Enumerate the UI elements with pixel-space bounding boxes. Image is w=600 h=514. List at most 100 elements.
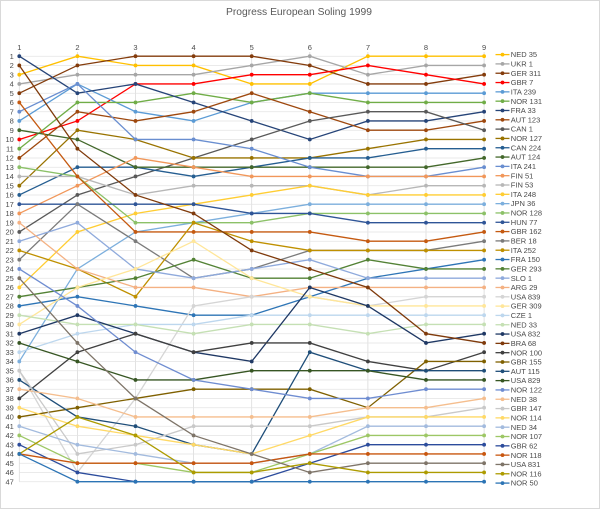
svg-text:21: 21 <box>5 237 13 246</box>
svg-text:SLO 1: SLO 1 <box>511 274 532 283</box>
svg-text:USA 829: USA 829 <box>511 376 541 385</box>
svg-text:38: 38 <box>5 394 13 403</box>
svg-text:39: 39 <box>5 403 13 412</box>
svg-text:5: 5 <box>250 43 254 52</box>
svg-text:USA 839: USA 839 <box>511 292 541 301</box>
svg-text:CAN 1: CAN 1 <box>511 125 533 134</box>
svg-text:ITA 241: ITA 241 <box>511 162 536 171</box>
svg-text:3: 3 <box>133 43 137 52</box>
svg-text:GER 293: GER 293 <box>511 264 542 273</box>
svg-text:27: 27 <box>5 292 13 301</box>
svg-text:FRA 33: FRA 33 <box>511 106 536 115</box>
svg-text:NED 35: NED 35 <box>511 50 537 59</box>
svg-text:9: 9 <box>10 126 14 135</box>
svg-text:NOR 107: NOR 107 <box>511 432 542 441</box>
svg-text:31: 31 <box>5 329 13 338</box>
svg-text:CZE 1: CZE 1 <box>511 311 532 320</box>
svg-text:35: 35 <box>5 366 13 375</box>
svg-text:ARG 29: ARG 29 <box>511 283 538 292</box>
svg-text:36: 36 <box>5 376 13 385</box>
svg-text:46: 46 <box>5 468 13 477</box>
svg-text:AUT 115: AUT 115 <box>511 367 540 376</box>
svg-text:GBR 147: GBR 147 <box>511 404 542 413</box>
svg-text:10: 10 <box>5 135 13 144</box>
svg-text:9: 9 <box>482 43 486 52</box>
svg-text:47: 47 <box>5 477 13 486</box>
svg-text:NOR 131: NOR 131 <box>511 97 542 106</box>
svg-text:8: 8 <box>424 43 428 52</box>
svg-text:13: 13 <box>5 163 13 172</box>
svg-text:22: 22 <box>5 246 13 255</box>
svg-text:6: 6 <box>10 98 14 107</box>
svg-text:30: 30 <box>5 320 13 329</box>
svg-text:GBR 62: GBR 62 <box>511 441 538 450</box>
svg-text:15: 15 <box>5 181 13 190</box>
svg-text:GBR 155: GBR 155 <box>511 358 542 367</box>
svg-text:AUT 124: AUT 124 <box>511 153 540 162</box>
svg-text:4: 4 <box>192 43 196 52</box>
svg-text:45: 45 <box>5 459 13 468</box>
svg-text:BRA 68: BRA 68 <box>511 339 536 348</box>
svg-text:ITA 252: ITA 252 <box>511 246 536 255</box>
svg-text:UKR 1: UKR 1 <box>511 60 533 69</box>
svg-text:ITA 239: ITA 239 <box>511 87 536 96</box>
svg-text:CAN 224: CAN 224 <box>511 143 541 152</box>
svg-text:5: 5 <box>10 89 14 98</box>
svg-text:32: 32 <box>5 339 13 348</box>
svg-text:NOR 127: NOR 127 <box>511 134 542 143</box>
svg-text:7: 7 <box>10 107 14 116</box>
svg-text:GER 309: GER 309 <box>511 302 542 311</box>
svg-text:19: 19 <box>5 218 13 227</box>
svg-text:NOR 116: NOR 116 <box>511 469 542 478</box>
svg-text:37: 37 <box>5 385 13 394</box>
svg-text:GBR 162: GBR 162 <box>511 227 542 236</box>
svg-text:HUN 77: HUN 77 <box>511 218 538 227</box>
svg-text:AUT 123: AUT 123 <box>511 115 540 124</box>
svg-text:25: 25 <box>5 274 13 283</box>
svg-text:3: 3 <box>10 70 14 79</box>
svg-text:2: 2 <box>10 61 14 70</box>
svg-text:29: 29 <box>5 311 13 320</box>
svg-text:NOR 122: NOR 122 <box>511 386 542 395</box>
svg-text:BER 18: BER 18 <box>511 237 537 246</box>
svg-text:NOR 118: NOR 118 <box>511 451 542 460</box>
svg-text:2: 2 <box>75 43 79 52</box>
svg-text:16: 16 <box>5 191 13 200</box>
svg-text:18: 18 <box>5 209 13 218</box>
svg-text:NOR 114: NOR 114 <box>511 413 542 422</box>
svg-text:NED 34: NED 34 <box>511 423 537 432</box>
svg-text:6: 6 <box>308 43 312 52</box>
svg-text:14: 14 <box>5 172 13 181</box>
svg-text:28: 28 <box>5 302 13 311</box>
svg-text:FIN 53: FIN 53 <box>511 181 534 190</box>
svg-text:1: 1 <box>17 43 21 52</box>
svg-text:11: 11 <box>6 144 14 153</box>
svg-text:12: 12 <box>5 154 13 163</box>
svg-text:GER 311: GER 311 <box>511 69 541 78</box>
svg-text:41: 41 <box>5 422 13 431</box>
svg-text:23: 23 <box>5 255 13 264</box>
svg-text:1: 1 <box>10 52 14 61</box>
svg-text:JPN 36: JPN 36 <box>511 199 536 208</box>
svg-text:NED 38: NED 38 <box>511 395 537 404</box>
svg-text:ITA 248: ITA 248 <box>511 190 536 199</box>
svg-text:20: 20 <box>5 228 13 237</box>
svg-text:17: 17 <box>5 200 13 209</box>
svg-text:FIN 51: FIN 51 <box>511 171 534 180</box>
svg-text:44: 44 <box>5 450 13 459</box>
svg-text:Progress European Soling 1999: Progress European Soling 1999 <box>226 7 372 18</box>
svg-text:26: 26 <box>5 283 13 292</box>
svg-text:7: 7 <box>366 43 370 52</box>
svg-text:42: 42 <box>5 431 13 440</box>
svg-text:8: 8 <box>10 117 14 126</box>
svg-text:FRA 150: FRA 150 <box>511 255 540 264</box>
svg-text:43: 43 <box>5 440 13 449</box>
svg-text:NOR 128: NOR 128 <box>511 209 542 218</box>
svg-text:33: 33 <box>5 348 13 357</box>
svg-text:USA 831: USA 831 <box>511 460 541 469</box>
svg-text:NOR 50: NOR 50 <box>511 479 538 488</box>
svg-text:NOR 100: NOR 100 <box>511 348 542 357</box>
svg-text:34: 34 <box>5 357 13 366</box>
svg-text:40: 40 <box>5 413 13 422</box>
svg-text:24: 24 <box>5 265 13 274</box>
